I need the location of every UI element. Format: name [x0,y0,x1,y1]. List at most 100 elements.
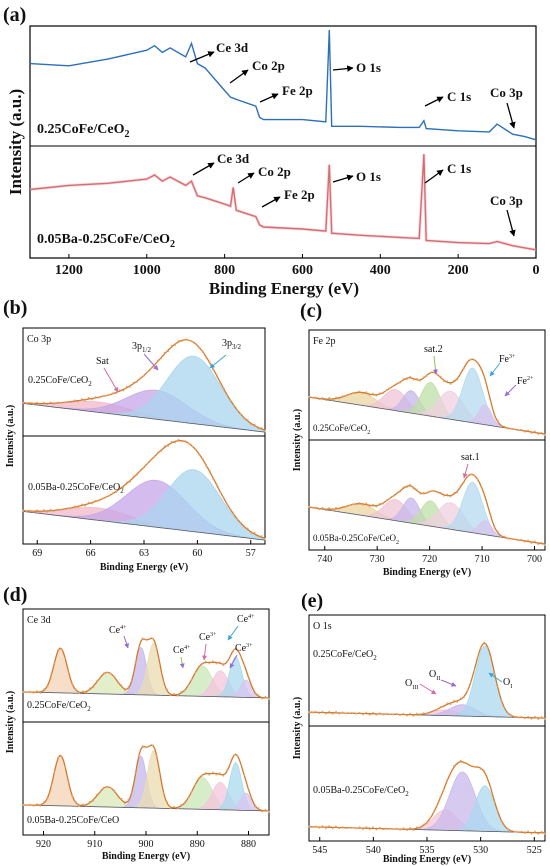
raw-point [449,703,452,706]
raw-point [520,428,523,431]
raw-point [117,795,119,798]
raw-point [412,714,415,717]
raw-point [473,474,476,477]
raw-point [215,773,218,776]
raw-point [60,509,62,511]
raw-point [544,544,546,546]
raw-point [167,445,170,447]
raw-point [311,711,314,714]
raw-point [56,401,59,404]
raw-point [392,713,395,716]
raw-point [112,392,114,395]
raw-point [537,543,540,546]
raw-point [463,481,465,483]
ann-a-co2p-top: Co 2p [252,58,285,73]
panel-a-xtick-label: 800 [214,263,235,278]
panel-c-xtick-label: 730 [370,554,385,565]
panel-b-xtick-label: 57 [246,548,256,559]
ann-a-fe2p-top-arrow [259,93,279,103]
raw-point [215,482,218,485]
raw-point [197,665,200,668]
raw-point [432,811,435,813]
raw-point [22,401,24,404]
raw-point [527,429,529,432]
raw-point [94,396,97,398]
panel-e-xtick-label: 525 [527,845,542,856]
raw-point [29,509,31,512]
raw-point [530,542,533,544]
raw-point [311,506,314,509]
raw-point [476,765,479,768]
raw-point [483,492,486,495]
raw-point [348,393,351,396]
raw-point [134,771,137,774]
raw-point [520,830,523,833]
raw-point [212,369,215,371]
panel-e-letter: (e) [301,590,323,612]
raw-point [64,765,67,768]
raw-point [138,646,140,649]
raw-point [453,699,455,702]
raw-point [184,440,187,443]
raw-point [39,692,42,694]
raw-point [436,491,438,494]
ann-a-c1s-top-arrow [424,96,444,107]
raw-point [99,791,102,794]
raw-point [250,532,253,534]
raw-point [70,401,73,403]
raw-point [392,385,395,388]
panel-d-xtick-label: 900 [139,839,154,850]
raw-point [426,821,428,824]
raw-point [60,648,63,651]
raw-point [39,805,42,807]
raw-point [402,378,405,380]
ann-d-ce4-b-arrow [179,656,185,669]
raw-point [181,340,183,342]
raw-point [459,484,462,487]
raw-point [81,803,84,806]
raw-point [39,511,42,514]
raw-point [70,507,73,510]
raw-point [219,491,222,494]
raw-point [362,392,364,395]
ann-a-ce3d-bot-arrow [192,162,215,176]
raw-point [64,657,67,660]
raw-point [365,826,368,828]
raw-point [348,504,351,507]
raw-point [115,491,118,493]
raw-point [46,511,49,513]
raw-point [208,773,211,776]
panel-d: (d) 920 910 900 890 880 Ce 3d 0.25CoFe/CeO2 … [3,584,270,862]
raw-point [389,828,391,830]
raw-point [314,396,317,399]
raw-point [338,508,341,510]
raw-point [389,497,391,500]
raw-point [368,394,371,397]
raw-point [402,712,405,715]
raw-point [399,829,401,831]
raw-point [29,803,31,806]
raw-point [507,712,509,715]
raw-point [534,830,536,833]
panel-d-xtick-label: 890 [190,839,205,850]
panel-b-xtick-label: 60 [192,548,202,559]
ann-a-co2p-bot-arrow [237,172,255,184]
raw-point [537,718,540,720]
raw-point [141,745,144,748]
raw-point [174,441,177,444]
raw-point [215,662,218,665]
raw-point [240,655,242,658]
raw-point [463,696,465,698]
raw-point [42,401,45,404]
raw-point [176,694,179,697]
raw-point [254,692,256,695]
raw-point [102,786,105,789]
raw-point [355,827,358,830]
ann-d-ce4-b: Ce4+ [173,645,191,656]
ann-c-sat1: sat.1 [461,452,480,463]
raw-point [520,538,523,541]
raw-point [368,714,371,716]
raw-point [378,502,381,505]
raw-point [426,492,428,494]
raw-point [166,801,169,803]
